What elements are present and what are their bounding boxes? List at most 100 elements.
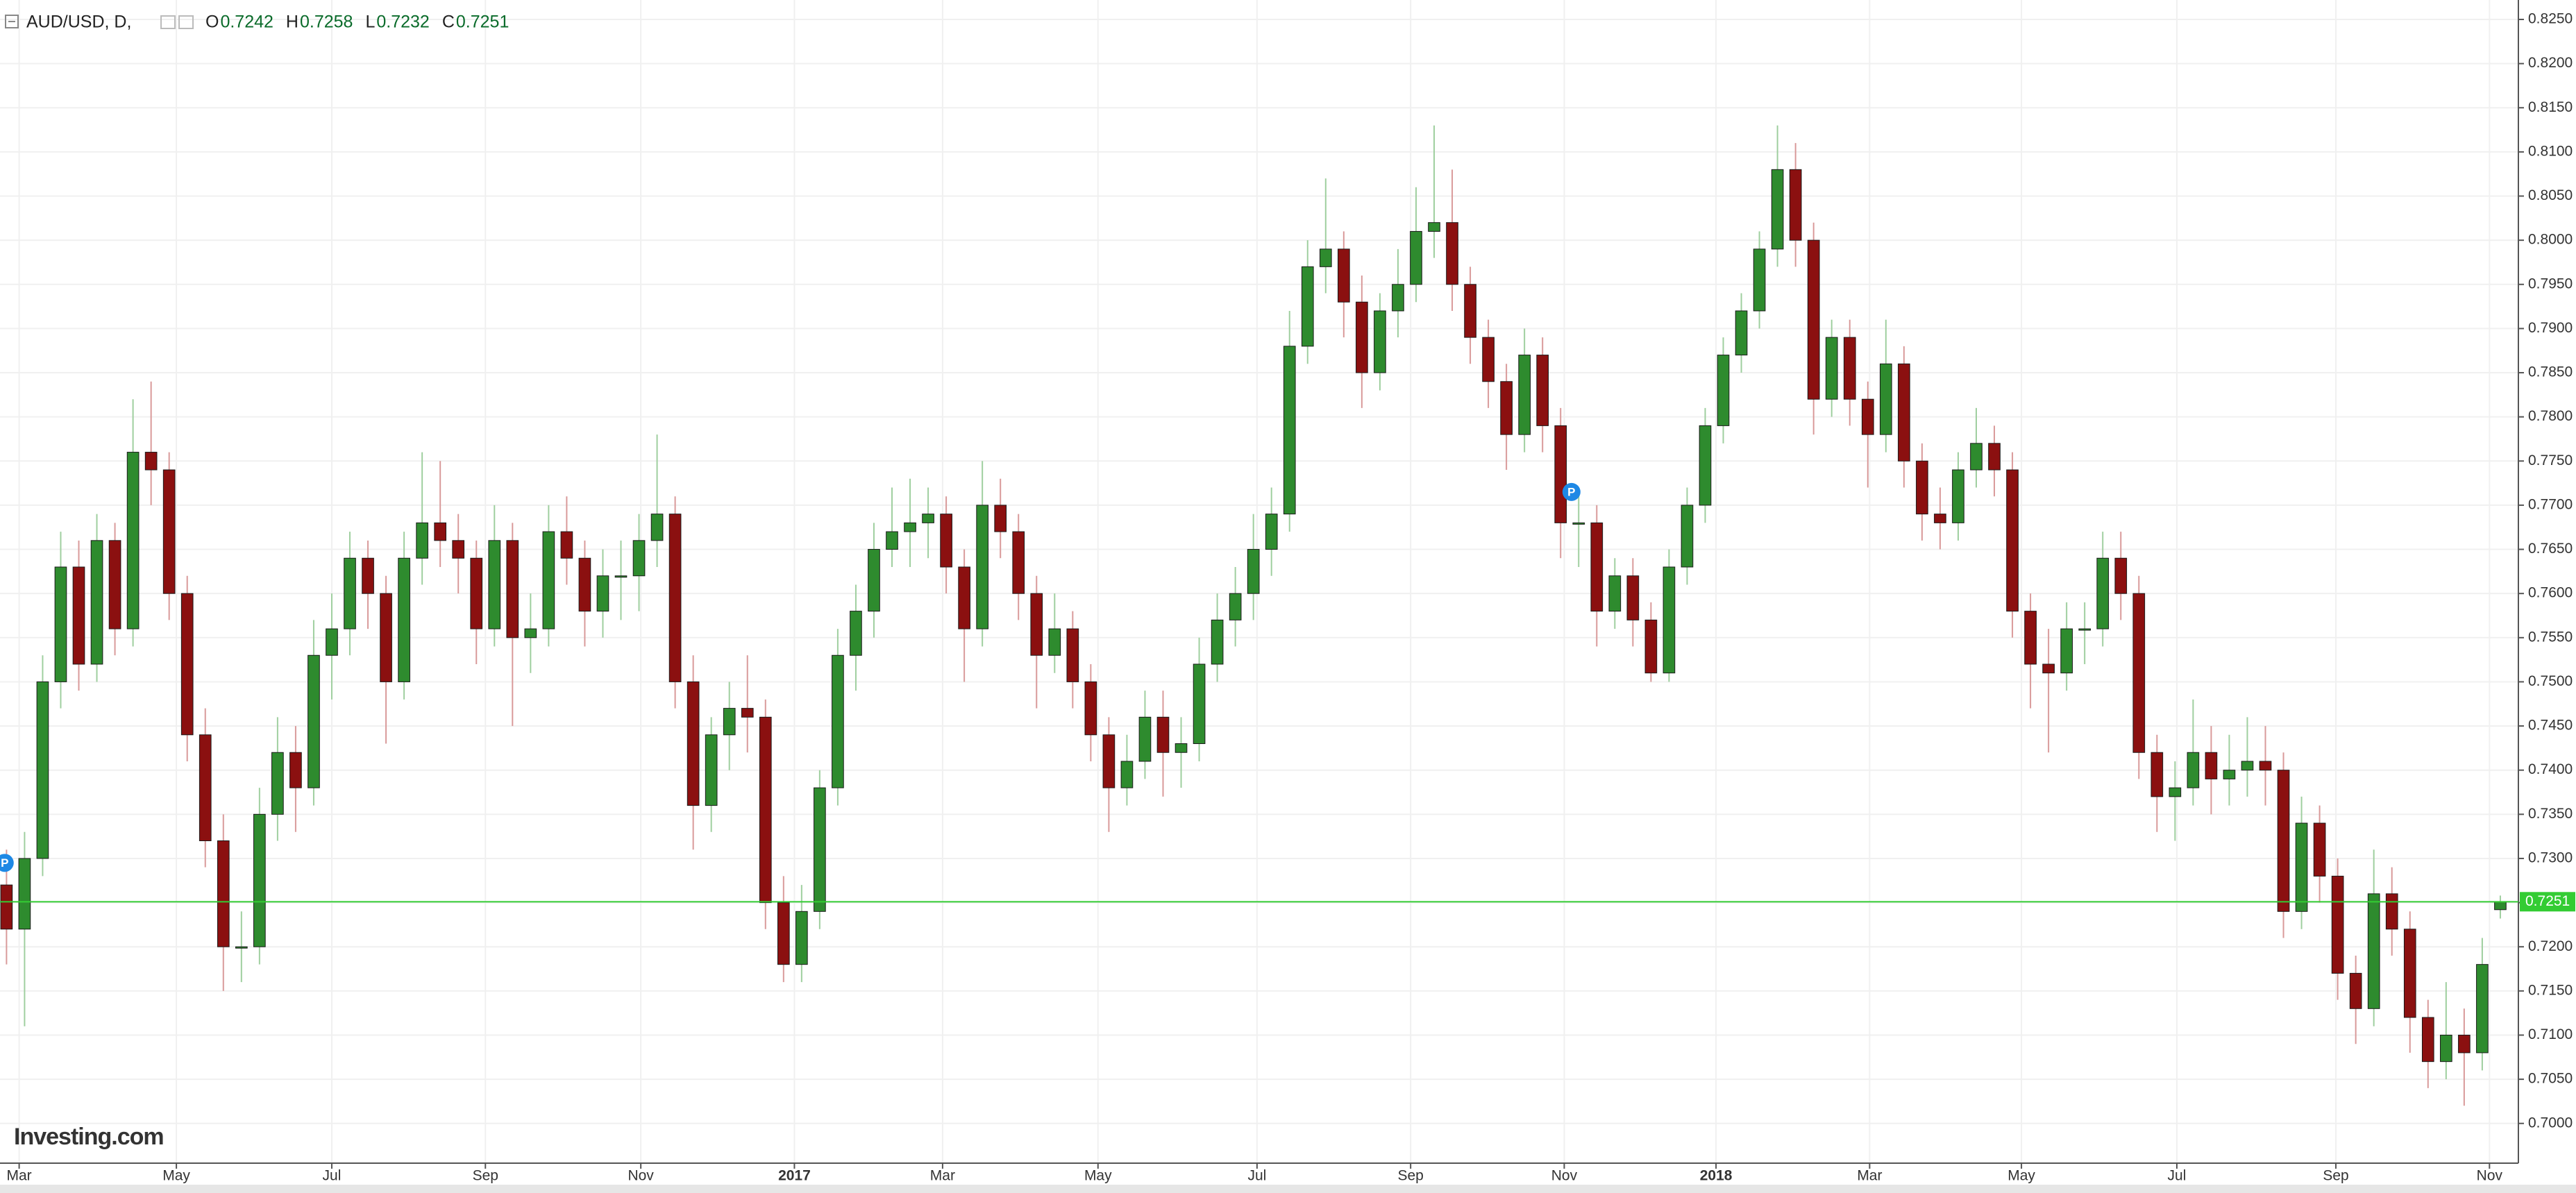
candle-body xyxy=(2367,893,2380,1009)
y-tick-label: 0.7200 xyxy=(2528,938,2573,954)
ohlc-field: L xyxy=(365,12,375,32)
candle-body xyxy=(2223,770,2236,779)
candle-body xyxy=(362,557,374,594)
candle-body xyxy=(1482,337,1495,382)
close-icon[interactable] xyxy=(178,15,194,29)
candle-body xyxy=(1283,346,1296,515)
y-tick-label: 0.7300 xyxy=(2528,850,2573,866)
candle-body xyxy=(2114,557,2128,594)
candle-body xyxy=(1211,619,1224,665)
pivot-marker-label: P xyxy=(1,856,8,870)
grid xyxy=(0,0,2518,1163)
candle-body xyxy=(1193,663,1206,745)
candle-body xyxy=(2150,752,2164,797)
ohlc-field: O xyxy=(205,12,219,32)
y-tick-label: 0.7600 xyxy=(2528,585,2573,601)
candle-body xyxy=(832,654,844,788)
candle-body xyxy=(1229,593,1242,620)
candle-body xyxy=(199,734,212,842)
candle-body xyxy=(596,575,609,612)
candle-body xyxy=(506,540,519,638)
y-tick-label: 0.7900 xyxy=(2528,320,2573,336)
candle-body xyxy=(2403,929,2416,1018)
candle-body xyxy=(795,911,808,965)
candle-body xyxy=(2042,663,2055,674)
settings-icon[interactable] xyxy=(160,15,176,29)
candle-body xyxy=(162,469,176,594)
candle-body xyxy=(632,540,646,577)
collapse-button[interactable] xyxy=(5,15,19,28)
candle-body xyxy=(1825,337,1838,400)
candle-body xyxy=(2331,875,2344,974)
header: AUD/USD, D, O 0.7242 H 0.7258 L 0.7232 C 0.7251 xyxy=(5,12,509,32)
y-tick-label: 0.8150 xyxy=(2528,99,2573,115)
candle-body xyxy=(904,522,916,532)
candle-body xyxy=(90,540,103,665)
x-tick-label: May xyxy=(2007,1168,2035,1184)
y-tick-label: 0.7550 xyxy=(2528,629,2573,645)
candle-body xyxy=(2169,787,2182,797)
candle-body xyxy=(814,787,826,912)
x-tick-label: Sep xyxy=(473,1168,498,1184)
candle-body xyxy=(1789,169,1802,241)
candle-body xyxy=(18,858,31,930)
ohlc-value: 0.7242 xyxy=(220,12,273,32)
x-tick-label: Jul xyxy=(1247,1168,1266,1184)
candle-body xyxy=(542,531,555,629)
price-label: 0.7251 xyxy=(2525,893,2570,909)
candle-body xyxy=(289,752,302,788)
candle-body xyxy=(2132,593,2146,753)
candle-body xyxy=(1012,531,1025,594)
candle-body xyxy=(741,708,754,718)
candle-body xyxy=(1048,628,1061,656)
candle-body xyxy=(2024,611,2037,665)
y-tick-label: 0.7850 xyxy=(2528,364,2573,380)
y-tick-label: 0.7150 xyxy=(2528,982,2573,998)
y-tick-label: 0.7350 xyxy=(2528,806,2573,822)
candle-body xyxy=(1681,505,1694,568)
candle-body xyxy=(687,681,700,806)
candle-body xyxy=(72,566,85,665)
candle-body xyxy=(1952,469,1964,523)
candle-body xyxy=(2440,1034,2452,1063)
candle-body xyxy=(2006,469,2019,612)
candle-body xyxy=(2277,770,2290,912)
y-tick-label: 0.7650 xyxy=(2528,541,2573,557)
candle-body xyxy=(1554,425,1567,523)
candle-body xyxy=(668,514,682,682)
candle-body xyxy=(2476,964,2489,1054)
candle-body xyxy=(1880,363,1892,435)
y-tick-label: 0.7700 xyxy=(2528,496,2573,512)
candle-body xyxy=(1771,169,1784,250)
ohlc-field: C xyxy=(442,12,455,32)
candle-body xyxy=(1572,522,1585,525)
candle-body xyxy=(253,813,266,947)
candle-body xyxy=(434,522,447,541)
candle-body xyxy=(1970,443,1982,471)
candle-body xyxy=(1735,310,1748,356)
symbol: AUD/USD, D, xyxy=(26,12,131,32)
candle-body xyxy=(2078,628,2091,631)
candle-body xyxy=(1428,222,1440,232)
pivot-marker xyxy=(1562,482,1581,501)
candle-body xyxy=(1247,549,1260,594)
brand-logo: Investing.com xyxy=(14,1124,164,1150)
candle-body xyxy=(271,752,284,815)
y-tick-label: 0.8050 xyxy=(2528,187,2573,203)
candle-body xyxy=(2349,972,2362,1009)
candle-body xyxy=(1066,628,1079,682)
candle-body xyxy=(1265,514,1278,550)
x-tick-label: Mar xyxy=(7,1168,32,1184)
candle-body xyxy=(1356,301,1368,373)
candle-body xyxy=(1301,266,1314,347)
x-tick-label: Nov xyxy=(1551,1168,1578,1184)
candle-body xyxy=(2494,901,2507,911)
x-tick-label: 2017 xyxy=(778,1168,811,1184)
candle-body xyxy=(850,611,862,656)
candle-body xyxy=(2259,761,2272,771)
candle-body xyxy=(1662,566,1676,674)
y-tick-label: 0.7000 xyxy=(2528,1115,2573,1131)
candle-body xyxy=(524,628,537,638)
candle-body xyxy=(54,566,67,682)
